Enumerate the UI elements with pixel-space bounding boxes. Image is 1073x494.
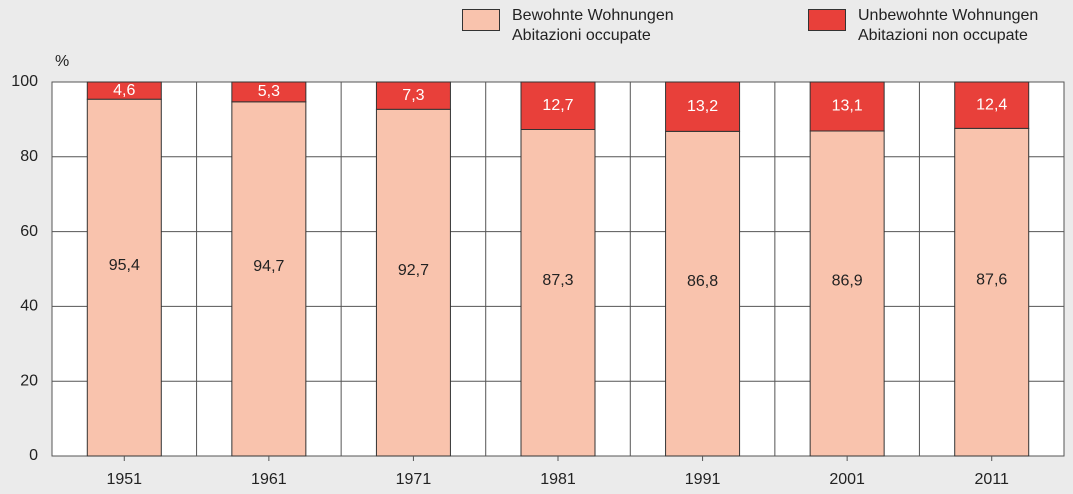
value-label: 12,7 (542, 97, 573, 114)
bar-segment (231, 81, 307, 103)
value-label: 95,4 (109, 257, 140, 274)
value-label: 7,3 (402, 87, 424, 104)
bar-segment (520, 128, 596, 457)
value-label: 86,8 (687, 273, 718, 290)
y-axis-label: % (55, 53, 69, 70)
bar-segment (809, 130, 885, 457)
y-tick-label: 60 (20, 223, 38, 240)
x-tick-label: 1981 (540, 471, 576, 488)
x-tick-label: 2011 (975, 471, 1010, 488)
legend-swatch (462, 9, 500, 31)
bar-segment (665, 130, 741, 457)
legend-swatch (808, 9, 846, 31)
value-label: 13,2 (687, 98, 718, 115)
legend-label: Bewohnte Wohnungen Abitazioni occupate (512, 7, 674, 44)
bar-segment (809, 81, 885, 132)
legend-item: Unbewohnte Wohnungen Abitazioni non occu… (808, 6, 1038, 46)
x-tick-label: 1961 (251, 471, 287, 488)
value-label: 87,6 (976, 271, 1007, 288)
x-tick-label: 1971 (396, 471, 432, 488)
x-tick-label: 1991 (685, 471, 721, 488)
bar-segment (954, 81, 1030, 129)
bar-segment (375, 108, 451, 457)
y-tick-label: 20 (20, 372, 38, 389)
bar-segment (954, 127, 1030, 457)
value-label: 4,6 (113, 82, 135, 99)
y-tick-label: 40 (20, 298, 38, 315)
value-label: 87,3 (542, 272, 573, 289)
legend-item: Bewohnte Wohnungen Abitazioni occupate (462, 6, 674, 46)
value-label: 94,7 (253, 258, 284, 275)
value-label: 12,4 (976, 96, 1007, 113)
bar-segment (231, 101, 307, 457)
value-label: 92,7 (398, 262, 429, 279)
y-tick-label: 100 (11, 73, 38, 90)
bar-segment (665, 81, 741, 132)
legend-label: Unbewohnte Wohnungen Abitazioni non occu… (858, 7, 1039, 44)
x-tick-label: 2001 (829, 471, 865, 488)
value-label: 13,1 (832, 98, 863, 115)
bar-segment (520, 81, 596, 130)
bar-segment (86, 98, 162, 457)
x-tick-label: 1951 (106, 471, 142, 488)
bar-segment (375, 81, 451, 110)
value-label: 86,9 (832, 273, 863, 290)
y-tick-label: 80 (20, 148, 38, 165)
y-tick-label: 0 (29, 447, 38, 464)
bar-segment (86, 81, 162, 100)
value-label: 5,3 (258, 83, 280, 100)
